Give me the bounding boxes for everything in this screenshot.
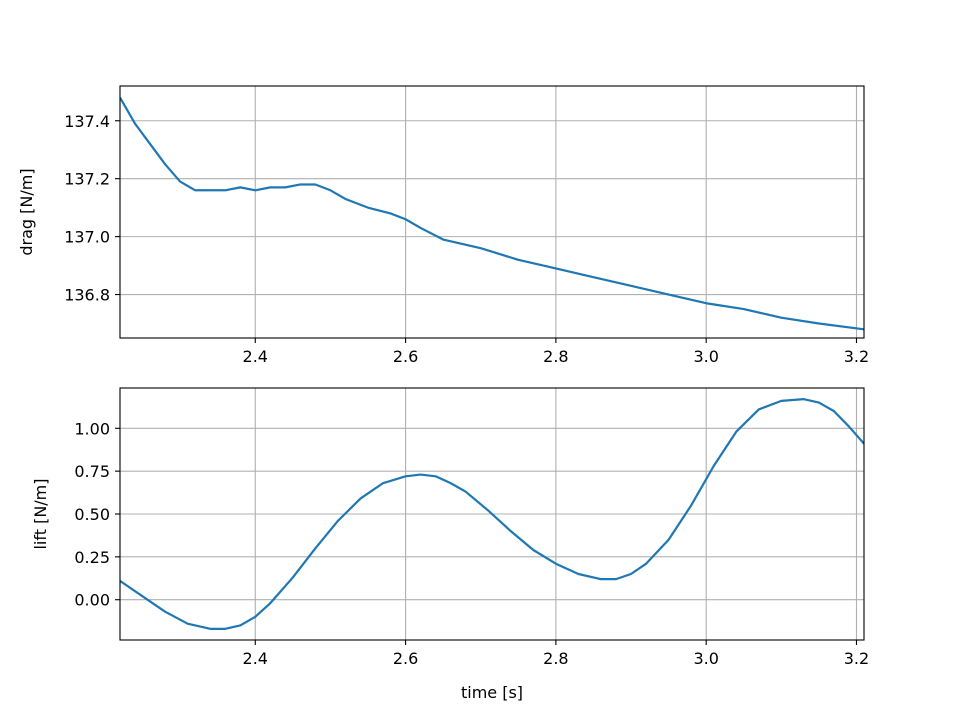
lift-xtick-label: 2.6 bbox=[393, 649, 418, 668]
drag-ytick-label: 137.2 bbox=[64, 170, 110, 189]
drag-xtick-label: 2.8 bbox=[543, 347, 568, 366]
drag-axes-frame bbox=[119, 85, 865, 339]
lift-xtick-label: 2.8 bbox=[543, 649, 568, 668]
lift-ytick-label: 0.25 bbox=[74, 548, 110, 567]
drag-ylabel: drag [N/m] bbox=[17, 168, 36, 255]
drag-xtick-label: 3.0 bbox=[693, 347, 718, 366]
drag-xtick-label: 3.2 bbox=[844, 347, 869, 366]
lift-xtick-label: 2.4 bbox=[243, 649, 268, 668]
drag-xtick-label: 2.4 bbox=[243, 347, 268, 366]
drag-subplot: 2.4 2.6 2.8 3.0 3.2 136.8 137.0 137.2 137.4 drag … bbox=[17, 85, 869, 366]
drag-series-line bbox=[120, 97, 864, 331]
lift-xtick-label: 3.0 bbox=[693, 649, 718, 668]
lift-ylabel: lift [N/m] bbox=[31, 478, 50, 549]
lift-ytick-label: 0.75 bbox=[74, 462, 110, 481]
lift-ytick-label: 1.00 bbox=[74, 419, 110, 438]
drag-ytick-label: 137.4 bbox=[64, 112, 110, 131]
lift-ytick-label: 0.00 bbox=[74, 591, 110, 610]
lift-ytick-label: 0.50 bbox=[74, 505, 110, 524]
lift-series-line bbox=[120, 398, 864, 630]
drag-xtick-label: 2.6 bbox=[393, 347, 418, 366]
drag-ytick-label: 136.8 bbox=[64, 286, 110, 305]
lift-xtick-label: 3.2 bbox=[844, 649, 869, 668]
drag-ytick-label: 137.0 bbox=[64, 228, 110, 247]
lift-xlabel: time [s] bbox=[461, 683, 523, 702]
lift-subplot: 2.4 2.6 2.8 3.0 3.2 0.00 0.25 0.50 0.75 1.00 lift … bbox=[31, 387, 869, 702]
